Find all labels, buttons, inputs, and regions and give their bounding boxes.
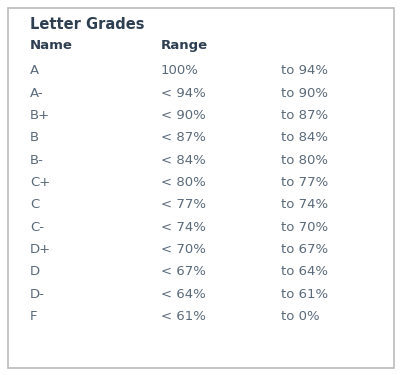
Text: B+: B+ xyxy=(30,109,50,122)
Text: to 74%: to 74% xyxy=(281,198,328,211)
Text: B-: B- xyxy=(30,154,44,167)
Text: D: D xyxy=(30,266,40,278)
Text: C: C xyxy=(30,198,39,211)
Text: < 80%: < 80% xyxy=(160,176,205,189)
Text: < 67%: < 67% xyxy=(160,266,205,278)
Text: to 70%: to 70% xyxy=(281,220,328,234)
Text: 100%: 100% xyxy=(160,64,198,78)
Text: A: A xyxy=(30,64,39,78)
Text: to 61%: to 61% xyxy=(281,288,328,301)
Text: Letter Grades: Letter Grades xyxy=(30,17,144,32)
Text: to 80%: to 80% xyxy=(281,154,328,167)
Text: C-: C- xyxy=(30,220,44,234)
Text: < 61%: < 61% xyxy=(160,310,205,323)
Text: Name: Name xyxy=(30,39,73,53)
Text: < 90%: < 90% xyxy=(160,109,205,122)
Text: to 67%: to 67% xyxy=(281,243,328,256)
Text: < 87%: < 87% xyxy=(160,132,205,144)
Text: D-: D- xyxy=(30,288,45,301)
Text: to 94%: to 94% xyxy=(281,64,328,78)
Text: < 84%: < 84% xyxy=(160,154,205,167)
Text: < 77%: < 77% xyxy=(160,198,205,211)
Text: to 64%: to 64% xyxy=(281,266,328,278)
Text: < 74%: < 74% xyxy=(160,220,205,234)
Text: < 94%: < 94% xyxy=(160,87,205,100)
Text: to 84%: to 84% xyxy=(281,132,328,144)
Text: A-: A- xyxy=(30,87,44,100)
Text: D+: D+ xyxy=(30,243,51,256)
FancyBboxPatch shape xyxy=(8,8,393,368)
Text: to 77%: to 77% xyxy=(281,176,328,189)
Text: < 64%: < 64% xyxy=(160,288,205,301)
Text: Range: Range xyxy=(160,39,207,53)
Text: B: B xyxy=(30,132,39,144)
Text: F: F xyxy=(30,310,38,323)
Text: to 87%: to 87% xyxy=(281,109,328,122)
Text: C+: C+ xyxy=(30,176,50,189)
Text: < 70%: < 70% xyxy=(160,243,205,256)
Text: to 90%: to 90% xyxy=(281,87,328,100)
Text: to 0%: to 0% xyxy=(281,310,319,323)
